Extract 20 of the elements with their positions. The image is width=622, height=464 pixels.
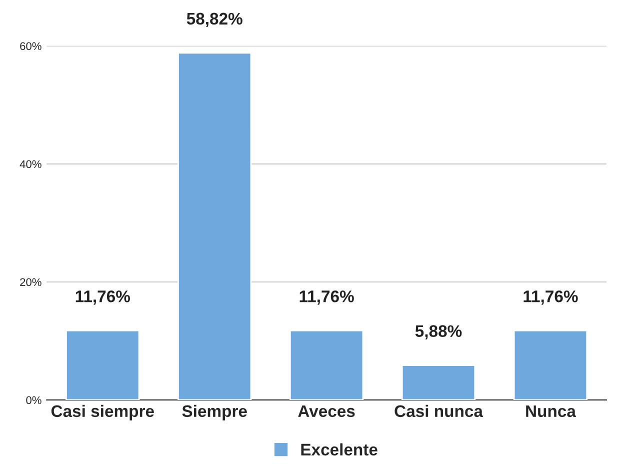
y-tick-label: 20% <box>20 278 42 286</box>
bar <box>178 52 252 400</box>
y-tick-label: 60% <box>20 42 42 50</box>
bar <box>66 330 140 400</box>
bar <box>513 330 588 400</box>
bar <box>289 330 364 400</box>
data-label: 58,82% <box>186 12 242 28</box>
x-tick-label: Aveces <box>298 405 355 418</box>
data-label: 11,76% <box>300 290 354 305</box>
x-tick-label: Siempre <box>182 404 247 420</box>
data-label: 5,88% <box>415 325 462 340</box>
y-tick-label: 0% <box>26 396 42 404</box>
bar <box>401 364 476 400</box>
x-tick-label: Nunca <box>526 405 576 418</box>
y-tick-label: 40% <box>20 160 42 168</box>
x-tick-label: Casi siempre <box>51 404 154 420</box>
x-tick-label: Casi nunca <box>394 404 484 418</box>
data-label: 11,76% <box>76 290 130 305</box>
data-label: 11,76% <box>524 290 578 305</box>
legend-label: Excelente <box>301 443 378 456</box>
